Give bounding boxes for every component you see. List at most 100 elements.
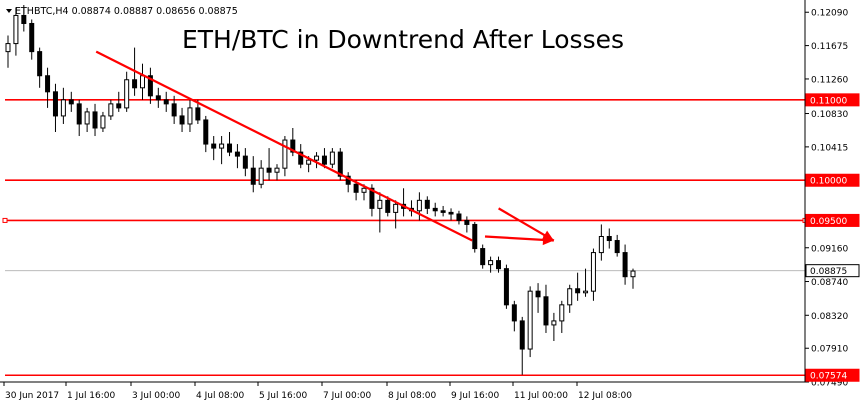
x-tick-label: 9 Jul 16:00 [451,391,500,401]
candle [219,136,225,165]
x-tick-label: 7 Jul 00:00 [323,391,372,401]
candle-body [132,79,138,89]
candle [480,244,486,269]
candle [266,148,272,181]
candle [60,87,66,124]
arrow-shaft [484,235,554,242]
candle-body [52,91,58,117]
candle-body [266,167,272,173]
candle-body [29,22,35,53]
candle-body [45,75,51,93]
candle [385,196,391,217]
candle-body [559,304,565,322]
candle-body [496,260,502,270]
candle-body [440,210,446,213]
x-tick-label: 11 Jul 00:00 [514,391,568,401]
candle-body [337,151,343,177]
candle [535,283,541,313]
x-tick-label: 30 Jun 2017 [5,391,59,401]
candle-body [306,159,312,165]
candle [155,87,161,108]
candle [163,91,169,112]
candle [314,152,320,169]
candle [84,107,90,133]
candle [187,99,193,133]
candles-layer [5,5,636,375]
candle-body [84,111,90,125]
candle [551,312,557,342]
candle-body [298,151,304,165]
price-tag-label: 0.07574 [810,372,847,382]
annotations-layer [95,50,555,246]
candle-body [242,155,248,169]
candle-body [416,199,422,212]
candle-body [329,151,335,165]
symbol-readout: ETHBTC,H4 0.08874 0.08887 0.08656 0.0887… [15,6,238,17]
candle [321,148,327,169]
candle [227,132,233,157]
candle-body [258,167,264,185]
candle [258,160,264,189]
candle [250,156,256,193]
candle-body [282,139,288,169]
candle-body [274,167,280,173]
candle-body [171,103,177,117]
candle [282,136,288,177]
price-tag-box [805,368,860,382]
y-tick-label: 0.11260 [811,75,848,85]
candle-body [432,207,438,212]
x-tick-label: 8 Jul 08:00 [388,391,437,401]
x-tick-label: 3 Jul 00:00 [132,391,181,401]
price-tag-box [805,213,860,227]
candle-body [211,143,217,149]
candle [21,5,27,32]
candle-body [480,248,486,266]
candle-body [472,223,478,250]
candle-body [116,103,122,109]
candle [377,192,383,233]
candle [203,115,209,153]
price-tag-label: 0.09500 [810,217,847,227]
candle-body [535,290,541,298]
candle-body [456,213,462,221]
candle-body [622,252,628,278]
candle-body [187,107,193,125]
price-tag-box [805,93,860,107]
candle [527,286,533,358]
y-tick-label: 0.12090 [811,9,848,19]
candle [456,210,462,225]
candle [13,7,19,56]
candle [76,99,82,137]
candle [393,200,399,229]
candle-body [385,199,391,213]
candle [68,91,74,112]
candle-body [100,115,106,129]
candle [567,284,573,313]
candle [274,164,280,181]
candle [37,47,43,88]
y-tick-label: 0.08740 [811,278,848,288]
candle-body [195,107,201,121]
candle-body [590,252,596,292]
candle [147,67,153,104]
candle [242,148,248,177]
candle-body [290,139,296,153]
candle-body [503,268,509,306]
triangle-down-icon[interactable] [6,9,12,13]
candle-body [369,187,375,209]
candle-body [227,143,233,153]
candle [329,148,335,169]
y-tick-label: 0.07490 [811,379,848,389]
candle-body [60,99,66,117]
candle [630,268,636,289]
y-tick-label: 0.07910 [811,345,848,355]
candle-body [108,103,114,117]
y-tick-label: 0.08320 [811,312,848,322]
candle-body [424,199,430,209]
candle-body [37,51,43,77]
candle-body [321,155,327,165]
candle-body [250,167,256,185]
